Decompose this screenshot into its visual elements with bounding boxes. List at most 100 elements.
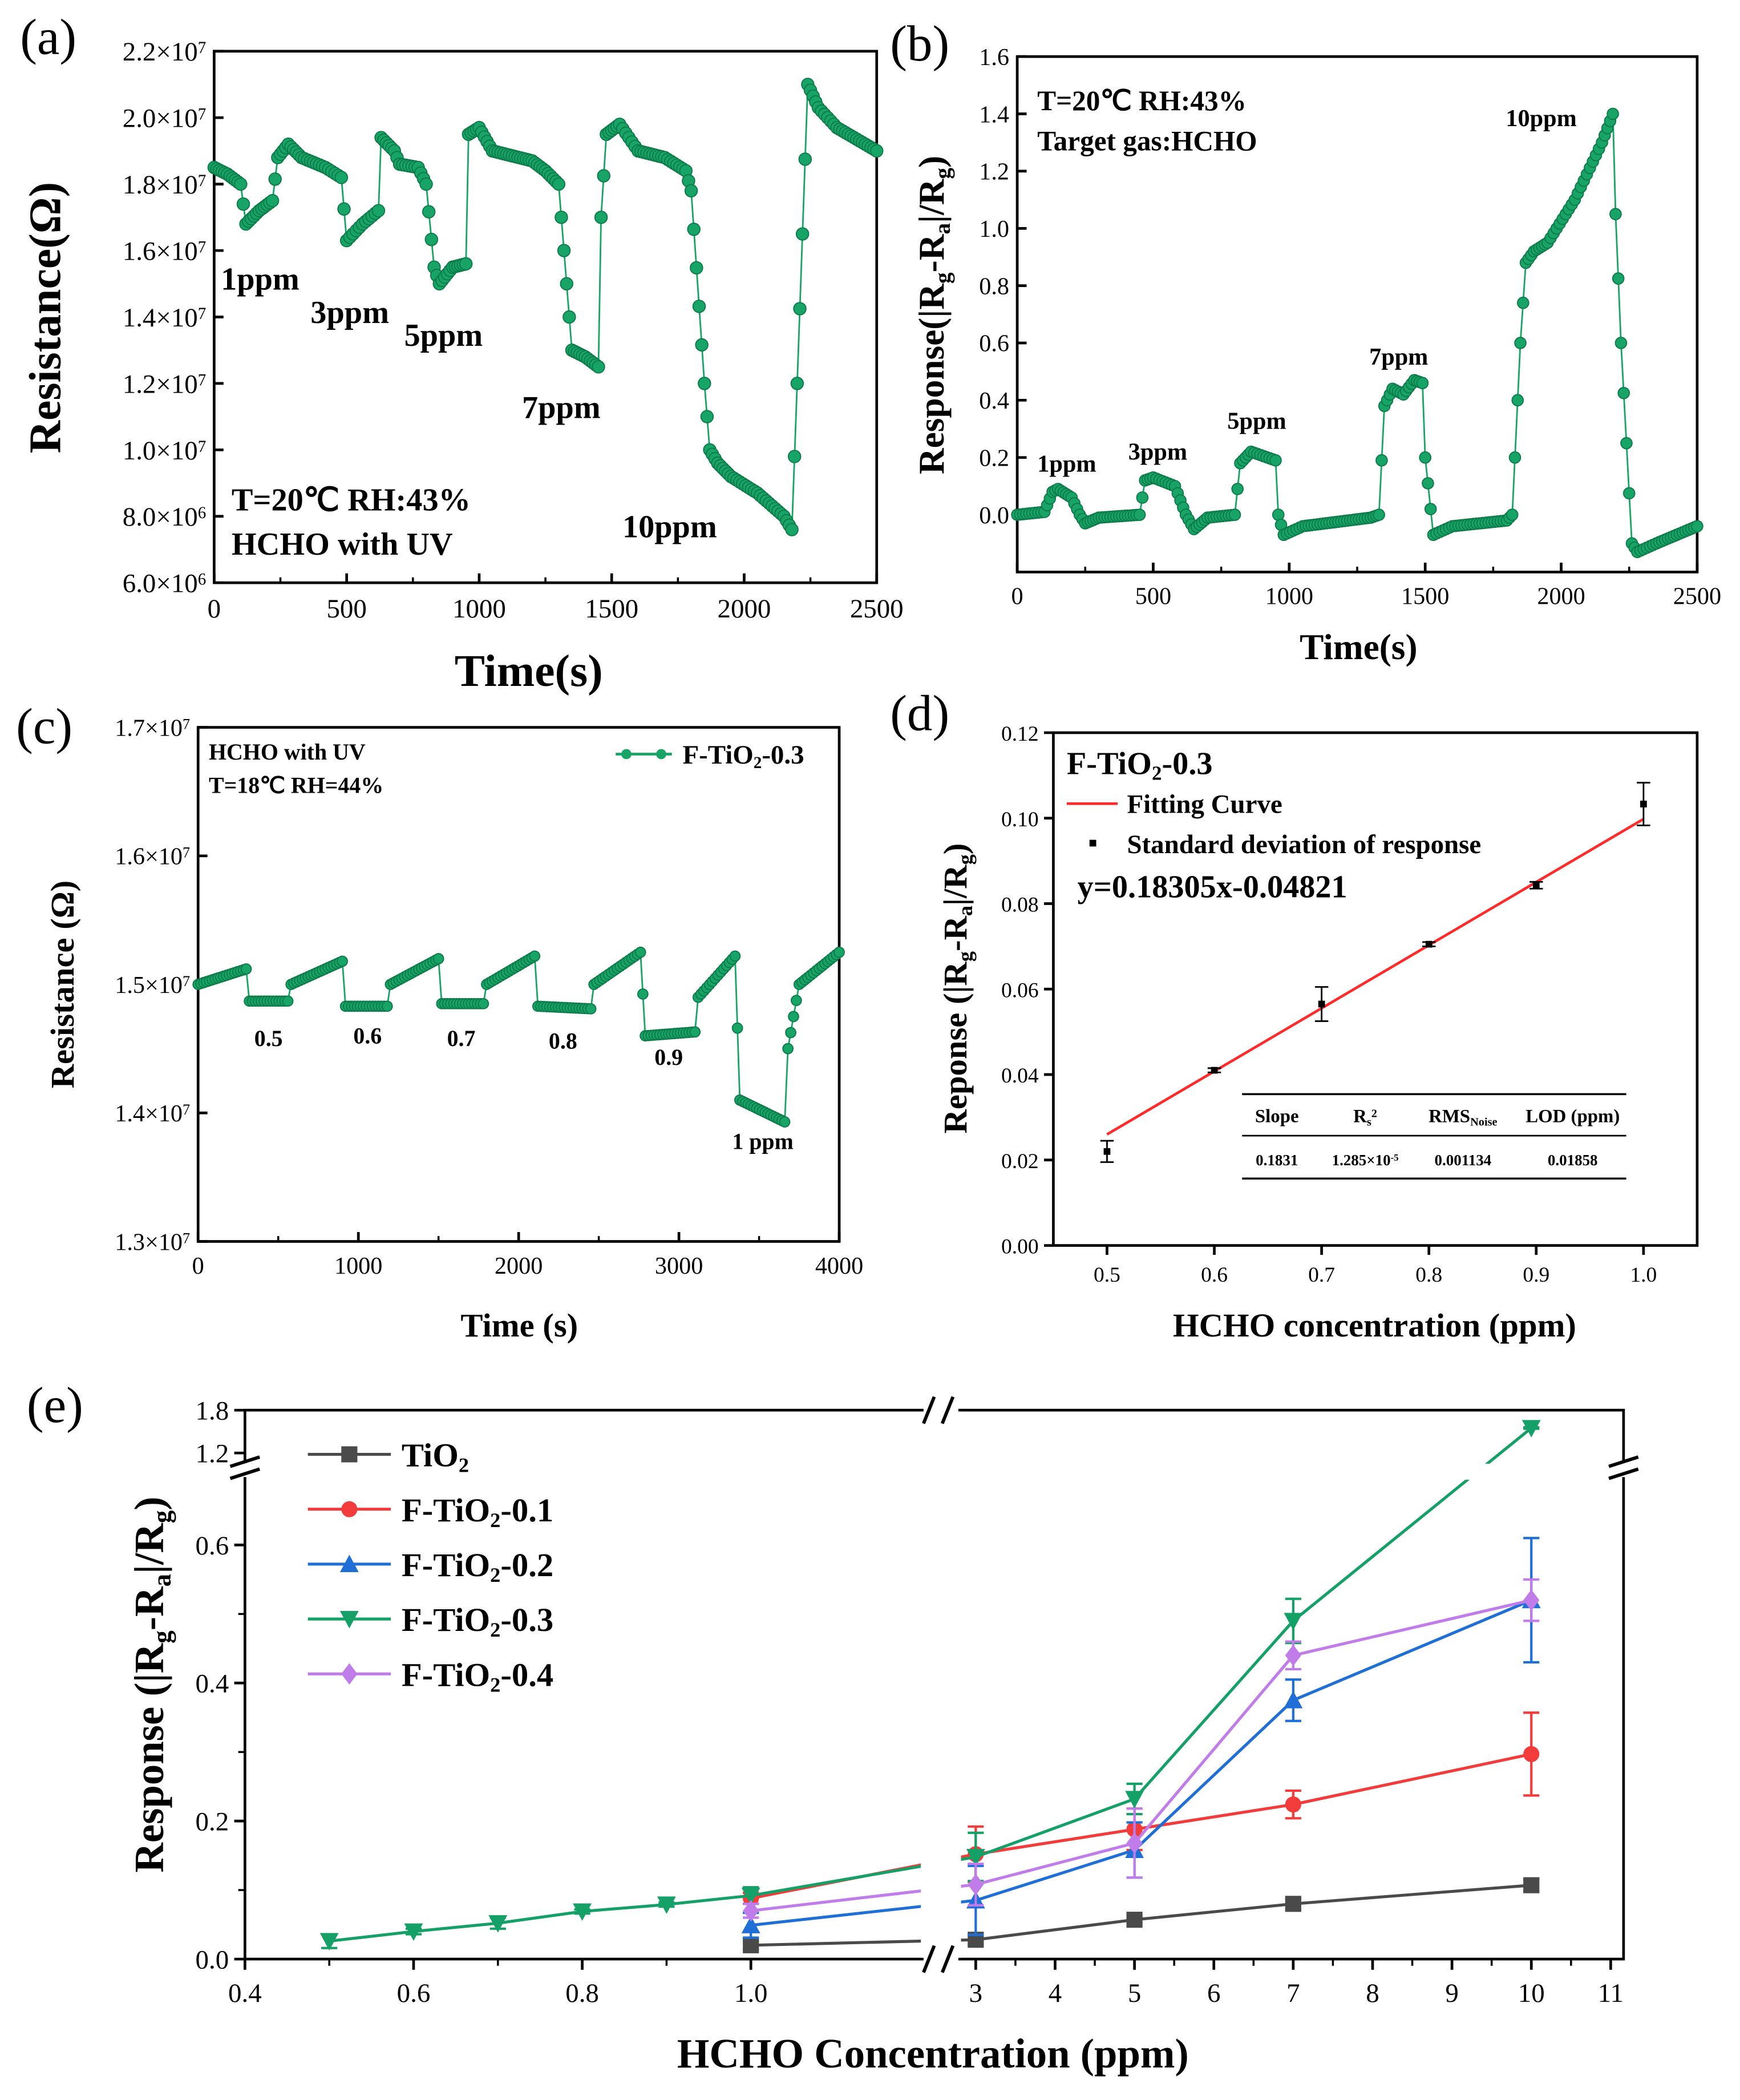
data-point: [684, 184, 698, 197]
y-tick-label: 0.0: [979, 502, 1009, 529]
y-tick-label: 0.06: [1001, 979, 1039, 1002]
x-tick-label: 3: [969, 1978, 982, 2008]
y-tick-label: 1.2: [979, 159, 1009, 185]
triangle-up-marker: [339, 1554, 359, 1572]
x-tick-label: 0: [1011, 583, 1023, 610]
data-point: [419, 177, 433, 191]
y-tick-label: 1.8: [196, 1396, 229, 1426]
data-point: [785, 1027, 796, 1039]
x-tick-label: 500: [326, 594, 366, 624]
y-axis-label: Resistance (Ω): [44, 881, 81, 1089]
data-point: [798, 152, 812, 166]
y-tick-label: 1.6: [979, 44, 1009, 71]
data-point: [563, 310, 576, 324]
y-axis-label: Reponse (|Rg-Ra|/Rg): [937, 843, 977, 1134]
concentration-annotation: 3ppm: [310, 295, 389, 330]
triangle-down-marker: [966, 1848, 985, 1867]
x-tick-label: 1500: [1401, 583, 1449, 610]
concentration-annotation: 1 ppm: [732, 1129, 793, 1154]
x-tick-label: 2000: [495, 1253, 543, 1279]
data-point: [282, 995, 294, 1007]
data-point: [787, 450, 802, 463]
data-point: [459, 257, 473, 271]
x-tick-label: 7: [1286, 1978, 1300, 2008]
table-cell: 0.01858: [1548, 1152, 1598, 1169]
y-tick-label: 0.4: [196, 1669, 229, 1699]
condition-note: T=20℃ RH:43%: [1037, 85, 1247, 116]
x-tick-label: 0.6: [1201, 1263, 1228, 1287]
data-point: [1231, 483, 1244, 495]
condition-note: HCHO with UV: [209, 739, 366, 765]
y-tick-label: 1.4: [979, 101, 1009, 128]
data-point: [1422, 477, 1434, 490]
y-tick-label: 0.10: [1001, 808, 1039, 831]
data-point: [552, 177, 566, 191]
y-tick-label: 0.6: [196, 1531, 229, 1561]
x-tick-label: 0.7: [1308, 1263, 1335, 1287]
series-markers: [192, 946, 845, 1128]
data-point: [1612, 272, 1625, 285]
concentration-annotation: 0.8: [549, 1028, 577, 1054]
legend-label: F-TiO2-0.4: [402, 1656, 553, 1696]
data-point: [1318, 1000, 1325, 1008]
legend-label: Standard deviation of response: [1127, 830, 1481, 859]
data-point: [782, 1043, 794, 1055]
axis-break-mark: [922, 1396, 936, 1424]
data-point: [1532, 882, 1540, 889]
x-tick-label: 10: [1518, 1978, 1545, 2008]
data-point: [788, 1011, 799, 1023]
triangle-down-marker: [1284, 1613, 1303, 1630]
fit-equation: y=0.18305x-0.04821: [1078, 870, 1348, 905]
data-point: [692, 300, 706, 313]
data-point: [334, 171, 349, 184]
data-point: [695, 338, 709, 352]
concentration-annotation: 0.7: [447, 1025, 476, 1051]
data-point: [779, 1116, 791, 1128]
series-markers: [207, 78, 884, 536]
data-point: [1419, 451, 1431, 464]
square-marker: [1285, 1896, 1301, 1912]
data-point: [381, 1000, 393, 1012]
x-tick-label: 500: [1135, 583, 1171, 610]
data-point: [265, 194, 280, 208]
x-tick-label: 1500: [585, 594, 638, 624]
data-point: [1691, 520, 1703, 532]
table-header: RMSNoise: [1429, 1106, 1497, 1129]
data-point: [637, 988, 649, 1000]
data-point: [560, 277, 573, 290]
concentration-annotation: 10ppm: [622, 509, 717, 544]
data-point: [234, 177, 248, 191]
data-point: [236, 197, 250, 211]
x-tick-label: 9: [1445, 1978, 1458, 2008]
data-point: [833, 946, 845, 958]
data-point: [1373, 508, 1385, 521]
x-tick-label: 8: [1366, 1978, 1379, 2008]
x-tick-label: 1000: [334, 1253, 382, 1279]
x-tick-label: 11: [1598, 1978, 1624, 2008]
data-point: [422, 205, 436, 219]
data-point: [1416, 377, 1429, 390]
data-point: [1424, 503, 1437, 515]
data-point: [790, 377, 804, 390]
concentration-annotation: 7ppm: [1369, 344, 1428, 370]
data-point: [793, 302, 807, 316]
data-point: [1211, 1067, 1218, 1074]
data-point: [690, 261, 703, 275]
x-tick-label: 3000: [655, 1253, 703, 1279]
triangle-down-marker: [1522, 1420, 1541, 1437]
y-tick-label: 1.4×107: [115, 1100, 190, 1127]
data-point: [1375, 454, 1388, 467]
y-tick-label: 0.2: [196, 1807, 229, 1837]
y-tick-label: 1.2: [196, 1439, 229, 1469]
data-point: [1228, 508, 1241, 521]
x-tick-label: 0.5: [1094, 1263, 1120, 1287]
concentration-annotation: 0.9: [654, 1044, 683, 1070]
data-point: [268, 172, 282, 186]
circle-marker: [341, 1501, 358, 1517]
table-cell: 0.001134: [1435, 1152, 1492, 1169]
diamond-marker: [968, 1873, 984, 1896]
x-tick-label: 6: [1207, 1978, 1220, 2008]
data-point: [597, 169, 610, 183]
diamond-marker: [1285, 1645, 1301, 1666]
